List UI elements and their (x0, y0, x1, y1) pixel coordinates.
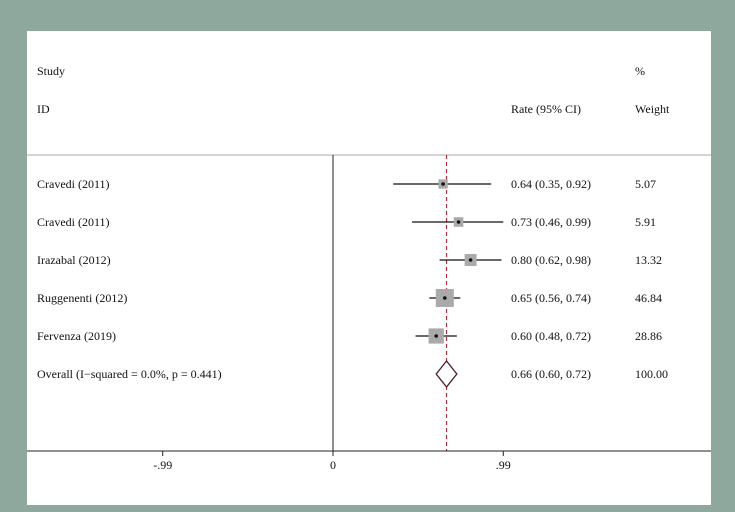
overall-ci-text: 0.66 (0.60, 0.72) (511, 367, 591, 381)
overall-label: Overall (I−squared = 0.0%, p = 0.441) (37, 367, 222, 381)
study-point (443, 296, 447, 300)
header-weight: Weight (635, 102, 670, 116)
study-ci-text: 0.73 (0.46, 0.99) (511, 215, 591, 229)
forest-plot-panel: Study ID Rate (95% CI) % Weight Cravedi … (27, 31, 711, 505)
study-ci-text: 0.64 (0.35, 0.92) (511, 177, 591, 191)
header-study: Study (37, 64, 65, 78)
header-percent: % (635, 64, 645, 78)
x-tick-label: 0 (330, 458, 336, 472)
forest-plot: Study ID Rate (95% CI) % Weight Cravedi … (27, 64, 711, 472)
study-ci-text: 0.65 (0.56, 0.74) (511, 291, 591, 305)
header-rate: Rate (95% CI) (511, 102, 581, 116)
study-point (456, 220, 461, 224)
overall-diamond (435, 359, 458, 389)
header-id: ID (37, 102, 50, 116)
study-label: Cravedi (2011) (37, 215, 110, 229)
study-ci-text: 0.60 (0.48, 0.72) (511, 329, 591, 343)
study-label: Cravedi (2011) (37, 177, 110, 191)
study-label: Irazabal (2012) (37, 253, 111, 267)
study-point (468, 258, 473, 262)
x-tick-label: -.99 (153, 458, 172, 472)
overall-weight-text: 100.00 (635, 367, 668, 381)
study-point (434, 334, 439, 338)
study-weight-text: 13.32 (635, 253, 662, 267)
study-label: Fervenza (2019) (37, 329, 116, 343)
study-ci-text: 0.80 (0.62, 0.98) (511, 253, 591, 267)
study-weight-text: 28.86 (635, 329, 662, 343)
study-weight-text: 5.91 (635, 215, 656, 229)
x-tick-label: .99 (496, 458, 511, 472)
study-label: Ruggenenti (2012) (37, 291, 127, 305)
study-point (441, 182, 445, 186)
study-weight-text: 5.07 (635, 177, 656, 191)
study-weight-text: 46.84 (635, 291, 662, 305)
